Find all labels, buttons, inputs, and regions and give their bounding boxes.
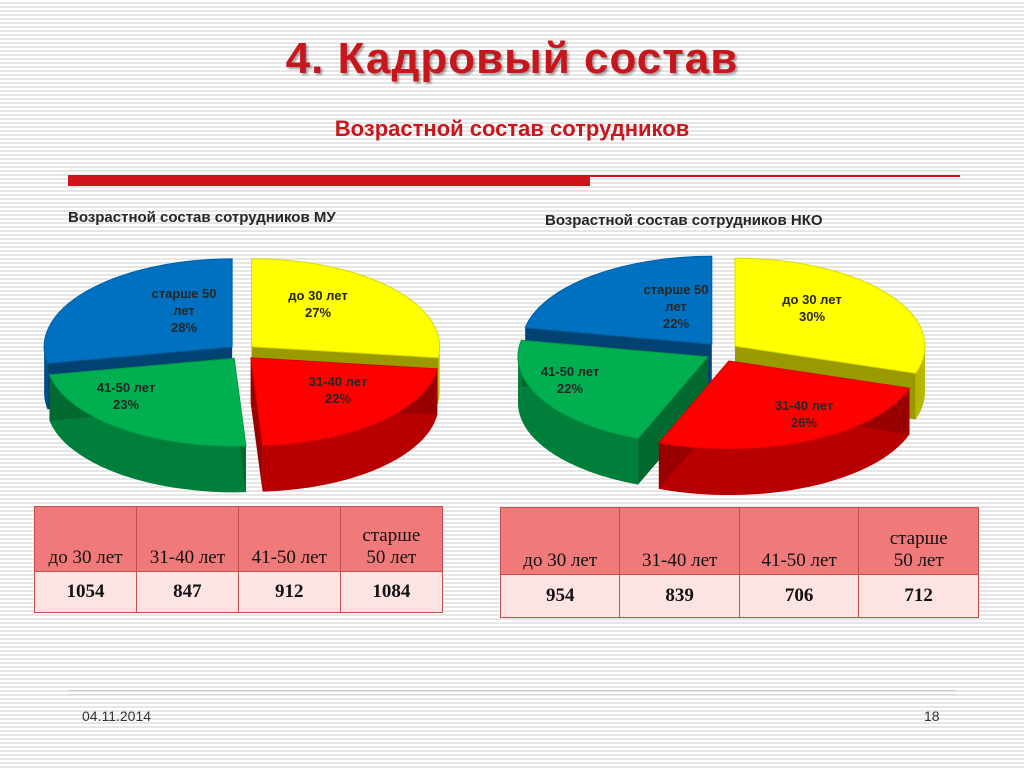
table-header-cell: старше 50 лет [858,507,979,575]
table-cell: 847 [135,571,239,613]
table-cell: 954 [499,574,621,618]
pie-slice-side-41-50 [49,374,246,493]
table-header-cell: до 30 лет [499,507,621,575]
table-cell: 912 [237,571,341,613]
pie-slice-31-40 [250,357,438,447]
pie-label-starshe-50: старше 50 лет 28% [152,286,217,335]
pie-slice-side-do-30 [438,346,440,404]
footer-divider [68,694,956,695]
table-header-cell: 31-40 лет [135,506,239,572]
pie-slice-31-40 [657,360,911,450]
table-row: 954 839 706 712 [499,574,979,618]
pie-slice-41-50 [517,339,709,440]
pie-slice-starshe-50 [43,258,233,364]
table-cell: 1054 [34,571,137,613]
pie-label-31-40: 31-40 лет 26% [775,398,833,430]
data-table-nko: до 30 лет 31-40 лет 41-50 лет старше 50 л… [499,507,979,618]
footer-divider [68,690,956,691]
pie-label-41-50: 41-50 лет 23% [97,380,155,412]
pie-label-starshe-50: старше 50 лет 22% [644,282,709,331]
table-header-row: до 30 лет 31-40 лет 41-50 лет старше 50 л… [34,506,444,572]
table-header-cell: старше 50 лет [339,506,444,572]
slide-page-number: 18 [924,708,940,724]
pie-slice-41-50 [48,357,247,447]
pie-slice-do-30 [734,257,926,374]
slide-date: 04.11.2014 [82,708,152,724]
data-table-mu: до 30 лет 31-40 лет 41-50 лет старше 50 л… [34,506,444,613]
pie-slice-side-do-30 [915,346,925,420]
divider-bar-thin [590,175,960,177]
slide-title: 4. Кадровый состав [285,34,739,83]
table-header-cell: до 30 лет [34,506,137,572]
table-cell: 1084 [339,571,444,613]
table-cell: 839 [619,574,740,618]
pie-slice-starshe-50 [524,255,713,345]
chart-title-nko: Возрастной состав сотрудников НКО [545,212,823,229]
divider-bar-thick [68,175,590,186]
pie-slice-side-41-50 [517,356,639,485]
table-header-cell: 41-50 лет [237,506,341,572]
table-header-cell: 41-50 лет [738,507,860,575]
pie-slice-cut-31-40 [250,357,263,492]
table-header-cell: 31-40 лет [619,507,740,575]
table-header-row: до 30 лет 31-40 лет 41-50 лет старше 50 л… [499,507,979,575]
pie-slice-do-30 [251,258,441,359]
pie-label-do-30: до 30 лет 27% [288,288,347,320]
chart-title-mu: Возрастной состав сотрудников МУ [68,209,336,226]
table-row: 1054 847 912 1084 [34,571,444,613]
table-cell: 712 [858,574,979,618]
pie-slice-side-31-40 [658,388,910,496]
pie-label-41-50: 41-50 лет 22% [541,364,599,396]
pie-slice-side-31-40 [262,368,438,492]
slide-subtitle: Возрастной состав сотрудников [334,116,690,141]
table-cell: 706 [738,574,860,618]
pie-chart-mu: до 30 лет 27% 31-40 лет 22% 41-50 лет 23% стар… [43,258,441,493]
pie-label-31-40: 31-40 лет 22% [309,374,367,406]
pie-label-do-30: до 30 лет 30% [782,292,841,324]
pie-chart-nko: до 30 лет 30% 31-40 лет 26% 41-50 лет 22% стар… [517,255,926,496]
